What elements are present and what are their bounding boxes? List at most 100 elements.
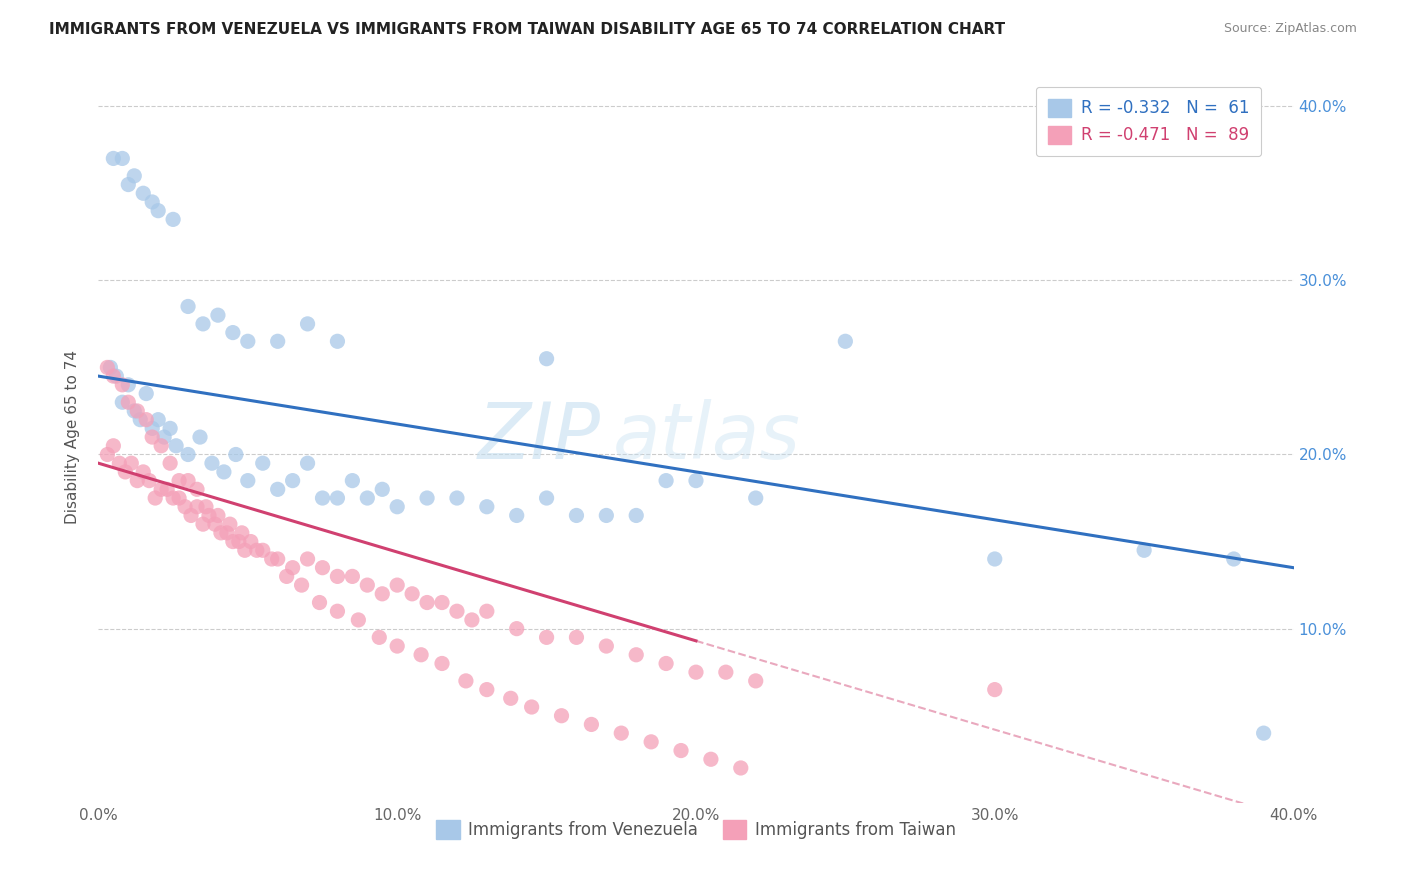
Point (326, 334, 349, 349)
Point (108, 456, 131, 470)
Point (416, 595, 439, 609)
Point (127, 474, 149, 488)
Point (347, 613, 370, 627)
Point (105, 369, 128, 384)
Point (506, 622, 529, 636)
Point (281, 560, 304, 574)
Point (368, 631, 391, 645)
Point (127, 404, 149, 418)
Point (475, 604, 498, 618)
Point (103, 439, 125, 453)
Point (626, 648, 648, 662)
Point (252, 456, 274, 470)
Point (96, 448, 118, 462)
Point (356, 491, 378, 505)
Point (174, 500, 197, 514)
Point (730, 761, 752, 775)
Point (834, 334, 856, 349)
Text: IMMIGRANTS FROM VENEZUELA VS IMMIGRANTS FROM TAIWAN DISABILITY AGE 65 TO 74 CORR: IMMIGRANTS FROM VENEZUELA VS IMMIGRANTS … (49, 22, 1005, 37)
Point (385, 639, 409, 653)
Point (98, 360, 122, 375)
Point (326, 569, 349, 583)
Point (1223, 552, 1246, 566)
Point (124, 169, 146, 183)
Point (475, 500, 498, 514)
Point (714, 665, 737, 680)
Point (595, 508, 617, 523)
Point (148, 203, 170, 218)
Point (148, 412, 170, 426)
Point (1253, 726, 1275, 740)
Point (219, 517, 242, 532)
Point (252, 543, 274, 558)
Point (430, 657, 453, 671)
Point (984, 682, 1007, 697)
Point (225, 448, 247, 462)
Point (626, 508, 648, 523)
Point (165, 439, 187, 453)
Point (156, 483, 179, 497)
Point (385, 578, 409, 592)
Point (700, 752, 723, 766)
Point (138, 474, 160, 488)
Point (103, 152, 125, 166)
Point (150, 439, 173, 453)
Y-axis label: Disability Age 65 to 74: Disability Age 65 to 74 (65, 350, 80, 524)
Point (311, 491, 333, 505)
Point (297, 317, 319, 331)
Text: ZIP: ZIP (478, 399, 600, 475)
Point (141, 430, 163, 444)
Point (371, 587, 394, 601)
Point (326, 491, 349, 505)
Point (114, 465, 136, 479)
Point (416, 491, 439, 505)
Point (186, 483, 208, 497)
Point (186, 500, 208, 514)
Point (311, 560, 333, 574)
Point (655, 657, 678, 671)
Point (461, 613, 484, 627)
Point (260, 552, 283, 566)
Legend: Immigrants from Venezuela, Immigrants from Taiwan: Immigrants from Venezuela, Immigrants fr… (430, 814, 962, 846)
Point (195, 500, 218, 514)
Point (103, 369, 125, 384)
Point (536, 491, 558, 505)
Point (96, 360, 118, 375)
Point (228, 534, 250, 549)
Point (111, 152, 134, 166)
Point (215, 525, 238, 540)
Point (143, 491, 166, 505)
Point (207, 508, 229, 523)
Point (536, 631, 558, 645)
Point (550, 708, 572, 723)
Point (581, 717, 603, 731)
Point (135, 412, 157, 426)
Text: Source: ZipAtlas.com: Source: ZipAtlas.com (1223, 22, 1357, 36)
Point (167, 491, 190, 505)
Point (640, 735, 662, 749)
Point (685, 474, 707, 488)
Point (117, 377, 139, 392)
Point (984, 552, 1007, 566)
Point (239, 534, 262, 549)
Point (150, 483, 173, 497)
Point (385, 500, 409, 514)
Point (1133, 543, 1156, 558)
Point (188, 430, 211, 444)
Point (207, 308, 229, 322)
Point (281, 474, 304, 488)
Point (267, 334, 290, 349)
Point (520, 700, 543, 714)
Point (222, 326, 245, 340)
Point (745, 673, 768, 688)
Point (446, 604, 468, 618)
Point (233, 543, 256, 558)
Point (685, 665, 707, 680)
Point (297, 456, 319, 470)
Point (411, 648, 433, 662)
Point (180, 508, 202, 523)
Point (326, 604, 349, 618)
Point (430, 595, 453, 609)
Point (236, 474, 259, 488)
Point (565, 631, 588, 645)
